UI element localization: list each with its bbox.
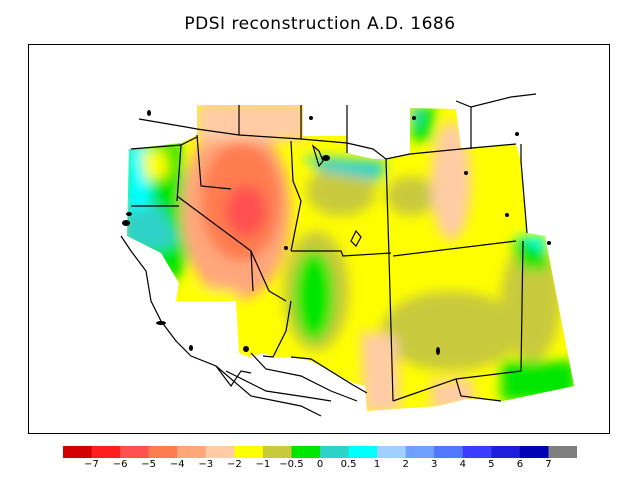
colorbar-swatch	[205, 446, 235, 458]
colorbar-swatch	[63, 446, 93, 458]
pdsi-field	[127, 105, 574, 411]
colorbar	[63, 446, 577, 458]
colorbar-tick-label: 2	[402, 459, 409, 470]
colorbar-swatch	[519, 446, 549, 458]
lakes	[122, 110, 551, 355]
colorbar-tick-label: −0.5	[279, 459, 304, 470]
colorbar-swatch	[405, 446, 435, 458]
colorbar-tick-label: −6	[112, 459, 128, 470]
colorbar-tick-label: 1	[373, 459, 381, 470]
colorbar-swatch	[148, 446, 178, 458]
colorbar-swatch	[120, 446, 150, 458]
colorbar-tick-label: −3	[198, 459, 214, 470]
colorbar-tick-label: −4	[169, 459, 185, 470]
colorbar-swatch	[462, 446, 492, 458]
map-frame	[28, 44, 610, 434]
colorbar-swatch	[262, 446, 292, 458]
colorbar-tick-label: 6	[516, 459, 524, 470]
colorbar-swatch	[320, 446, 350, 458]
pdsi-map	[120, 93, 574, 417]
colorbar-tick-label: 5	[488, 459, 495, 470]
colorbar-tick-label: 0.5	[340, 459, 357, 470]
colorbar-swatch	[377, 446, 407, 458]
colorbar-labels: −7 −6 −5 −4 −3 −2 −1 −0.5 0 0.5 1 2 3 4 5 6 7	[0, 459, 640, 473]
colorbar-tick-label: 7	[545, 459, 552, 470]
boundary-lines	[120, 93, 537, 417]
page-title: PDSI reconstruction A.D. 1686	[184, 14, 456, 34]
colorbar-swatch	[91, 446, 121, 458]
colorbar-swatch	[348, 446, 378, 458]
colorbar-tick-label: 3	[431, 459, 438, 470]
colorbar-swatch	[291, 446, 321, 458]
colorbar-swatch	[434, 446, 464, 458]
colorbar-tick-label: −1	[255, 459, 271, 470]
colorbar-tick-label: −7	[84, 459, 99, 470]
colorbar-swatch	[548, 446, 577, 458]
colorbar-tick-label: 0	[316, 459, 324, 470]
colorbar-tick-label: −5	[141, 459, 157, 470]
colorbar-tick-label: 4	[459, 459, 466, 470]
colorbar-swatch	[234, 446, 264, 458]
colorbar-swatch	[491, 446, 521, 458]
colorbar-swatch	[177, 446, 207, 458]
colorbar-tick-label: −2	[226, 459, 242, 470]
